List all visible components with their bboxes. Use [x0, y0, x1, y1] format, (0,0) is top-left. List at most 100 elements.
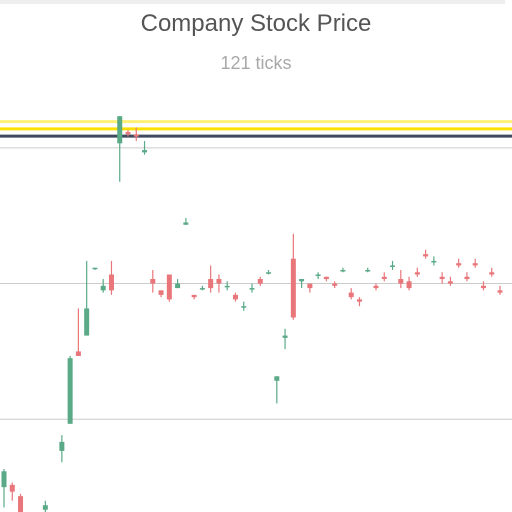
candle-down [489, 267, 495, 277]
candle-up [249, 283, 255, 293]
candle-up [42, 500, 48, 512]
candle-body [315, 274, 321, 277]
candle-body [447, 281, 453, 284]
candle-down [125, 129, 131, 137]
candle-up [92, 267, 98, 270]
candle-body [133, 134, 139, 137]
candle-body [150, 279, 156, 284]
candle-body [84, 308, 90, 336]
candle-body [75, 351, 81, 356]
candle-body [166, 274, 172, 300]
candle-down [150, 269, 156, 293]
candle-up [175, 279, 181, 289]
candle-up [224, 281, 230, 291]
candle-up [84, 260, 90, 336]
candle-body [100, 285, 106, 291]
candle-down [447, 276, 453, 286]
candle-down [290, 233, 296, 320]
candle-body [390, 265, 396, 267]
candle-body [9, 484, 15, 492]
candle-body [257, 279, 263, 284]
candle-body [489, 272, 495, 275]
top-border [0, 0, 505, 4]
candle-body [381, 276, 387, 280]
candle-up [365, 267, 371, 273]
candle-up [266, 269, 272, 275]
candle-body [125, 132, 131, 135]
candle-body [406, 281, 412, 289]
candle-up [274, 376, 280, 404]
candle-down [332, 281, 338, 289]
candle-up [299, 279, 305, 289]
candle-body [175, 283, 181, 289]
candle-body [249, 288, 255, 290]
candle-body [373, 285, 379, 289]
candle-body [232, 294, 238, 300]
candle-body [92, 267, 98, 270]
candle-down [456, 258, 462, 268]
candle-body [266, 272, 272, 274]
chart-title: Company Stock Price [140, 10, 372, 37]
candle-up [100, 279, 106, 293]
candle-body [307, 283, 313, 289]
candle-down [166, 274, 172, 302]
candle-up [340, 267, 346, 273]
candle-body [365, 269, 371, 272]
candle-up [1, 469, 7, 508]
candle-body [216, 279, 222, 284]
candle-body [497, 290, 503, 293]
candle-up [117, 116, 123, 182]
chart-subtitle: 121 ticks [220, 53, 292, 73]
candle-down [108, 260, 114, 295]
candle-body [439, 276, 445, 280]
candle-body [323, 276, 329, 280]
candle-body [117, 116, 123, 144]
candle-body [480, 285, 486, 289]
candle-down [257, 276, 263, 286]
candle-down [348, 288, 354, 300]
candle-down [191, 294, 197, 300]
candle-body [348, 292, 354, 298]
candle-down [423, 249, 429, 259]
candle-down [398, 269, 404, 289]
candle-up [241, 301, 247, 311]
candle-body [241, 306, 247, 308]
candle-up [59, 435, 65, 463]
candle-body [142, 150, 148, 153]
candle-body [290, 258, 296, 318]
candle-down [133, 127, 139, 142]
candle-up [390, 260, 396, 270]
candle-up [315, 272, 321, 280]
candle-body [67, 358, 73, 424]
candle-body [414, 272, 420, 275]
candle-up [199, 285, 205, 291]
candle-body [299, 279, 305, 282]
candle-down [356, 297, 362, 307]
candle-body [199, 288, 205, 290]
candle-body [224, 285, 230, 288]
candle-body [1, 471, 7, 488]
candle-down [406, 276, 412, 291]
candle-down [208, 265, 214, 293]
candle-body [456, 263, 462, 266]
candle-body [398, 279, 404, 284]
candle-down [232, 292, 238, 302]
reference-lines [0, 120, 512, 138]
candle-body [108, 274, 114, 291]
candles [1, 116, 503, 512]
candle-down [18, 493, 24, 512]
candle-down [9, 482, 15, 501]
candle-up [67, 355, 73, 424]
candle-up [282, 328, 288, 350]
candle-up [431, 256, 437, 266]
candle-up [183, 217, 189, 225]
candle-down [497, 285, 503, 295]
candle-body [18, 496, 24, 512]
candle-down [216, 274, 222, 293]
candle-body [274, 376, 280, 381]
candle-down [480, 281, 486, 291]
candle-body [472, 263, 478, 266]
candle-body [191, 294, 197, 298]
candle-down [323, 276, 329, 282]
